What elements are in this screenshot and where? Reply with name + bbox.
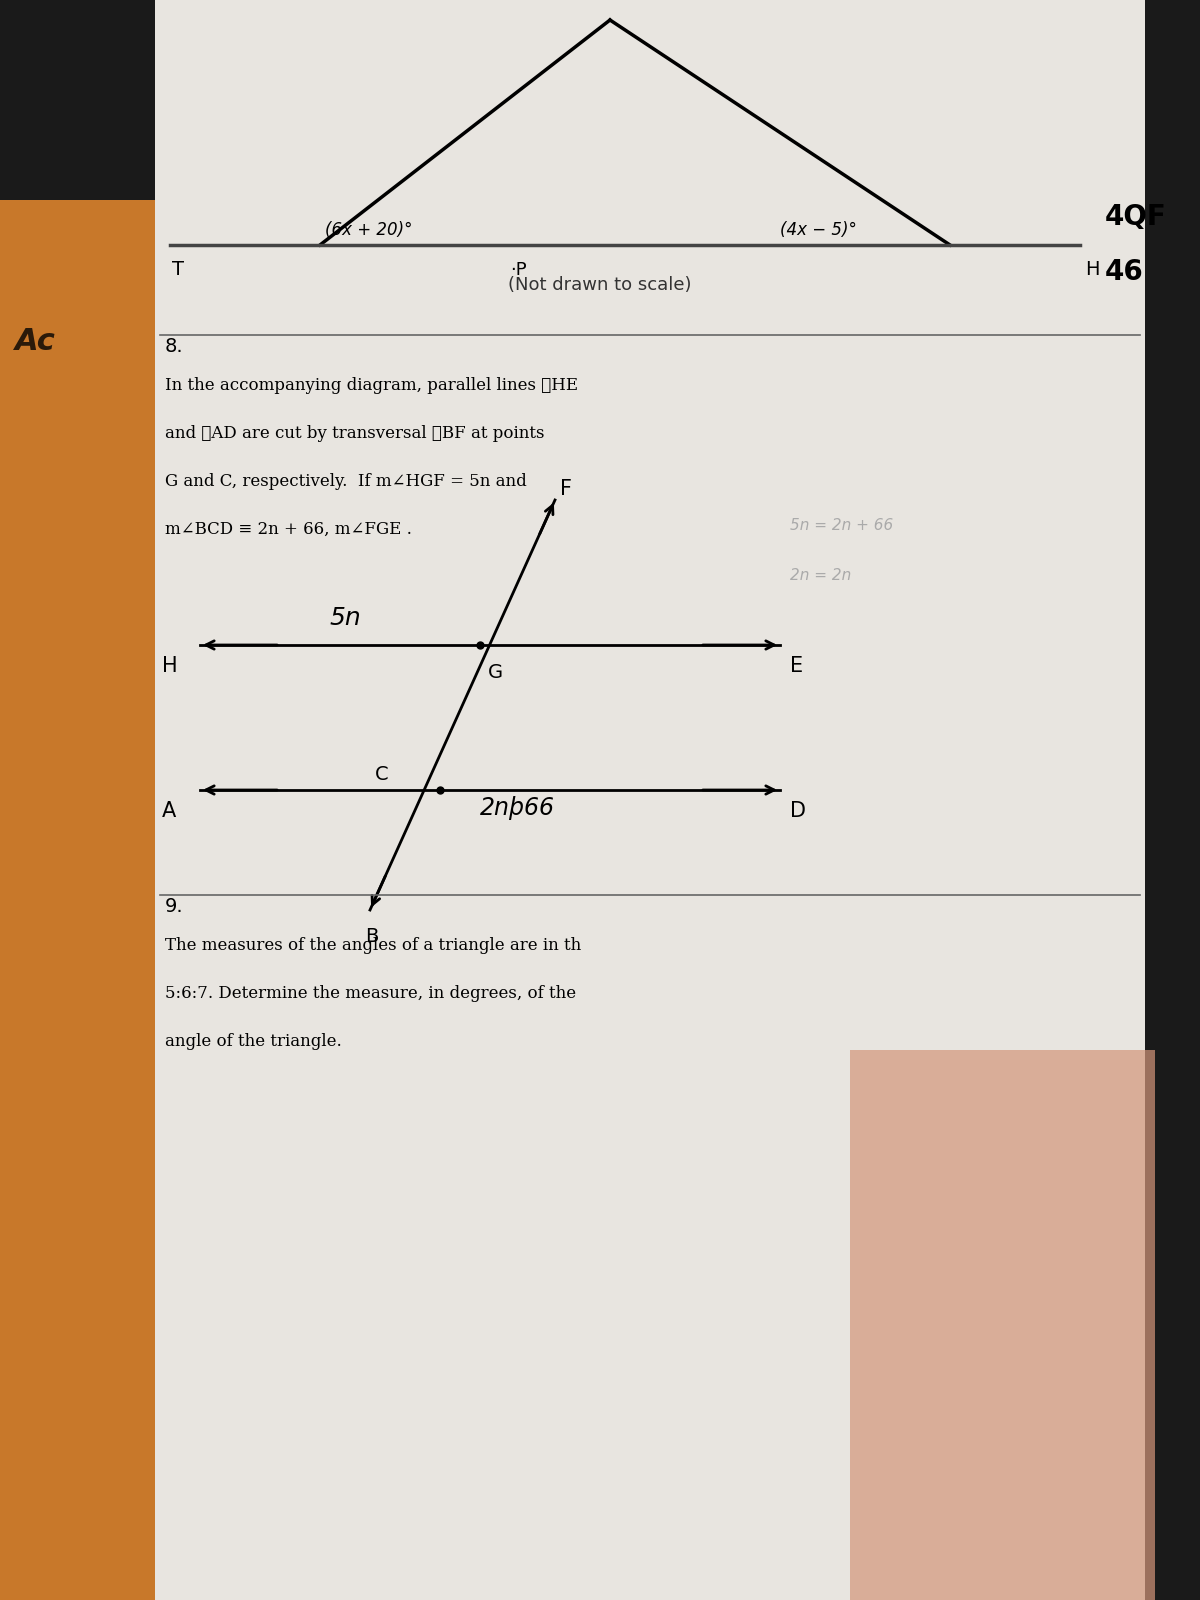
Text: A: A — [162, 802, 176, 821]
Text: C: C — [374, 765, 389, 784]
Text: B: B — [365, 926, 378, 946]
Text: 46: 46 — [1105, 258, 1144, 286]
Text: angle of the triangle.: angle of the triangle. — [166, 1034, 342, 1050]
Text: T: T — [172, 259, 184, 278]
FancyBboxPatch shape — [850, 1050, 1154, 1600]
Text: ·P: ·P — [510, 261, 527, 278]
Text: H: H — [162, 656, 178, 677]
Text: 9.: 9. — [166, 898, 184, 915]
Text: H: H — [1085, 259, 1099, 278]
Text: m∠BCD ≡ 2n + 66, m∠FGE .: m∠BCD ≡ 2n + 66, m∠FGE . — [166, 522, 412, 538]
Text: 4QF: 4QF — [1105, 203, 1166, 230]
Text: 5n = 2n + 66: 5n = 2n + 66 — [790, 518, 893, 533]
Text: Ac: Ac — [14, 326, 56, 357]
Text: G and C, respectively.  If m∠HGF = 5n and: G and C, respectively. If m∠HGF = 5n and — [166, 474, 527, 490]
Text: F: F — [560, 478, 572, 499]
Text: The measures of the angles of a triangle are in th: The measures of the angles of a triangle… — [166, 938, 581, 954]
Text: E: E — [790, 656, 803, 677]
Text: D: D — [790, 802, 806, 821]
Text: 5:6:7. Determine the measure, in degrees, of the: 5:6:7. Determine the measure, in degrees… — [166, 986, 576, 1002]
FancyBboxPatch shape — [155, 0, 1145, 1600]
Text: and ⃗AD are cut by transversal ⃗BF at points: and ⃗AD are cut by transversal ⃗BF at po… — [166, 426, 545, 442]
FancyBboxPatch shape — [0, 0, 158, 219]
Text: (4x − 5)°: (4x − 5)° — [780, 221, 857, 238]
Text: 2n = 2n: 2n = 2n — [790, 568, 851, 582]
Text: (6x + 20)°: (6x + 20)° — [325, 221, 413, 238]
Text: In the accompanying diagram, parallel lines ⃗HE: In the accompanying diagram, parallel li… — [166, 378, 578, 394]
Text: 8.: 8. — [166, 338, 184, 357]
Text: G: G — [488, 662, 503, 682]
Text: 2nþ66: 2nþ66 — [480, 795, 554, 819]
Text: (Not drawn to scale): (Not drawn to scale) — [509, 275, 691, 294]
FancyBboxPatch shape — [0, 200, 158, 1600]
Text: 5n: 5n — [330, 606, 361, 630]
